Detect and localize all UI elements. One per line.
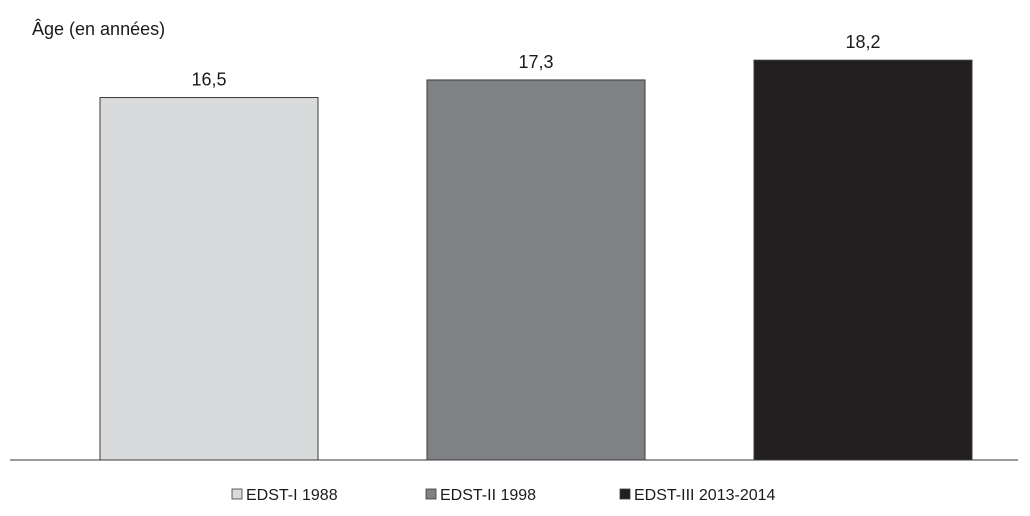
data-label-2: 17,3 [518, 52, 553, 72]
legend-swatch-3 [619, 488, 631, 500]
data-label-1: 16,5 [191, 70, 226, 90]
y-axis-label: Âge (en années) [32, 19, 165, 39]
legend-label-2: EDST-II 1998 [440, 487, 536, 504]
bar-3 [753, 59, 973, 461]
legend-swatch-2 [425, 488, 437, 500]
bar-1 [99, 97, 319, 461]
data-labels-layer: 16,5 17,3 18,2 [191, 32, 880, 89]
legend-swatch-1 [231, 488, 243, 500]
legend-label-3: EDST-III 2013-2014 [634, 487, 776, 504]
legend-label-1: EDST-I 1988 [246, 487, 338, 504]
legend: EDST-I 1988 EDST-II 1998 EDST-III 2013-201… [231, 487, 776, 504]
bars-layer [99, 59, 973, 461]
data-label-3: 18,2 [845, 32, 880, 52]
bar-2 [426, 79, 646, 461]
